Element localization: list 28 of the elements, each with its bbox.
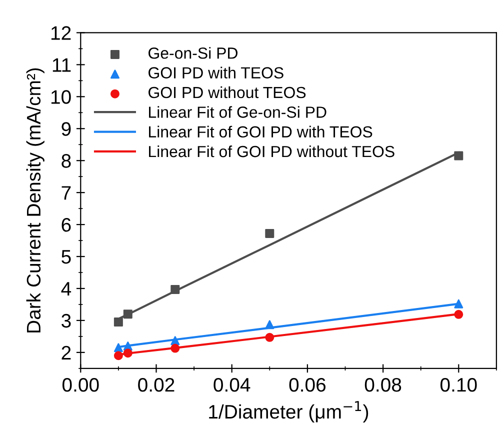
legend-label: Ge-on-Si PD — [148, 47, 238, 59]
y-tick-label: 5 — [62, 250, 71, 264]
legend-label: Linear Fit of GOI PD without TEOS — [149, 145, 394, 158]
y-tick-label: 9 — [62, 122, 71, 136]
legend-label: GOI PD with TEOS — [148, 66, 284, 78]
y-tick-label: 12 — [51, 26, 71, 40]
x-tick-label: 0.00 — [62, 378, 99, 392]
y-tick-label: 3 — [62, 314, 71, 328]
y-tick-label: 4 — [61, 282, 72, 296]
x-tick-label: 0.10 — [440, 378, 477, 392]
y-tick-label: 11 — [52, 58, 71, 72]
point — [454, 299, 464, 308]
point — [114, 318, 123, 327]
legend-label: GOI PD without TEOS — [148, 86, 306, 98]
y-tick-label: 7 — [62, 186, 71, 200]
x-axis-title: 1/Diameter (μm$^{−1}$) — [209, 401, 368, 423]
x-tick-label: 0.04 — [214, 378, 250, 392]
y-tick-label: 2 — [62, 346, 71, 360]
y-tick-label: 8 — [62, 154, 71, 168]
legend-label: Linear Fit of GOI PD with TEOS — [149, 126, 372, 138]
x-tick-label: 0.02 — [138, 378, 174, 392]
x-tick-label: 0.08 — [364, 378, 402, 392]
point — [265, 228, 274, 238]
y-axis-title: Dark Current Density (mA/cm²) — [26, 68, 44, 332]
y-tick-label: 6 — [62, 218, 71, 232]
legend-label: Linear Fit of Ge-on-Si PD — [149, 106, 326, 118]
y-tick-label: 10 — [51, 90, 71, 104]
x-tick-label: 0.06 — [289, 378, 326, 392]
